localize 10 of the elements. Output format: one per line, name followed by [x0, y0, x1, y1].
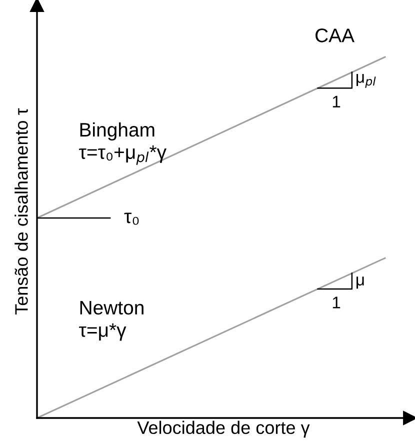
- annotation: Newton τ=μ*γ: [79, 301, 144, 341]
- x-axis-title: Velocidade de corte γ: [137, 420, 310, 438]
- annotation: 1: [332, 96, 340, 108]
- text: CAA: [316, 28, 354, 42]
- annotation: Bingham τ=τ₀+μ$_{pl}$*γ: [79, 122, 166, 165]
- annotation: 1: [332, 296, 340, 308]
- annotation: μ$_{pl}$: [356, 74, 376, 88]
- annotation: μ: [356, 276, 364, 289]
- y-axis-title: Tensão de cisalhamento τ: [14, 108, 28, 315]
- annotation: τ₀: [124, 212, 139, 225]
